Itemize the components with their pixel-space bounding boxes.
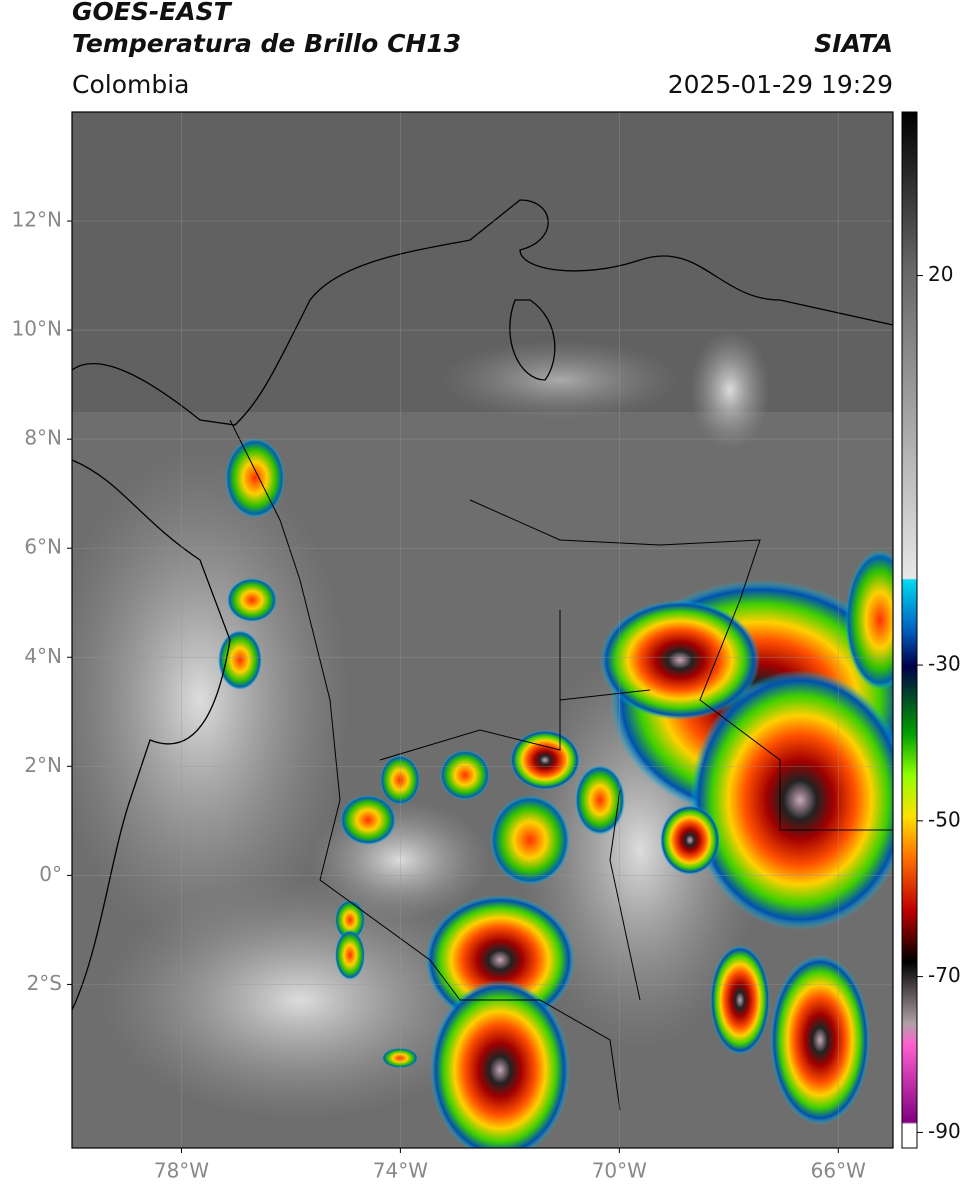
satellite-image: [72, 112, 893, 1148]
y-tick-label: 6°N: [24, 535, 62, 559]
title: GOES-EAST: [72, 0, 233, 26]
colorbar-tick-label: -50: [928, 807, 961, 831]
y-tick-label: 4°N: [24, 644, 62, 668]
y-tick-label: 8°N: [24, 426, 62, 450]
colorbar-tick-label: -70: [928, 963, 961, 987]
colorbar-tick-label: 20: [928, 262, 953, 286]
y-tick-label: 10°N: [12, 317, 62, 341]
map-frame: [71, 111, 894, 1149]
subtitle: Temperatura de Brillo CH13: [72, 29, 461, 58]
x-tick-label: 78°W: [154, 1159, 209, 1183]
x-tick-label: 74°W: [373, 1159, 428, 1183]
colorbar-tick-label: -90: [928, 1119, 961, 1143]
y-tick-label: 2°N: [24, 753, 62, 777]
datetime: 2025-01-29 19:29: [668, 70, 893, 99]
x-tick-label: 70°W: [592, 1159, 647, 1183]
y-tick-label: 12°N: [12, 208, 62, 232]
colorbar-tick-label: -30: [928, 652, 961, 676]
x-tick-label: 66°W: [811, 1159, 866, 1183]
source: SIATA: [814, 29, 893, 58]
y-tick-label: 2°S: [27, 971, 62, 995]
region: Colombia: [72, 70, 189, 99]
colorbar: [901, 111, 918, 1149]
y-tick-label: 0°: [39, 862, 62, 886]
